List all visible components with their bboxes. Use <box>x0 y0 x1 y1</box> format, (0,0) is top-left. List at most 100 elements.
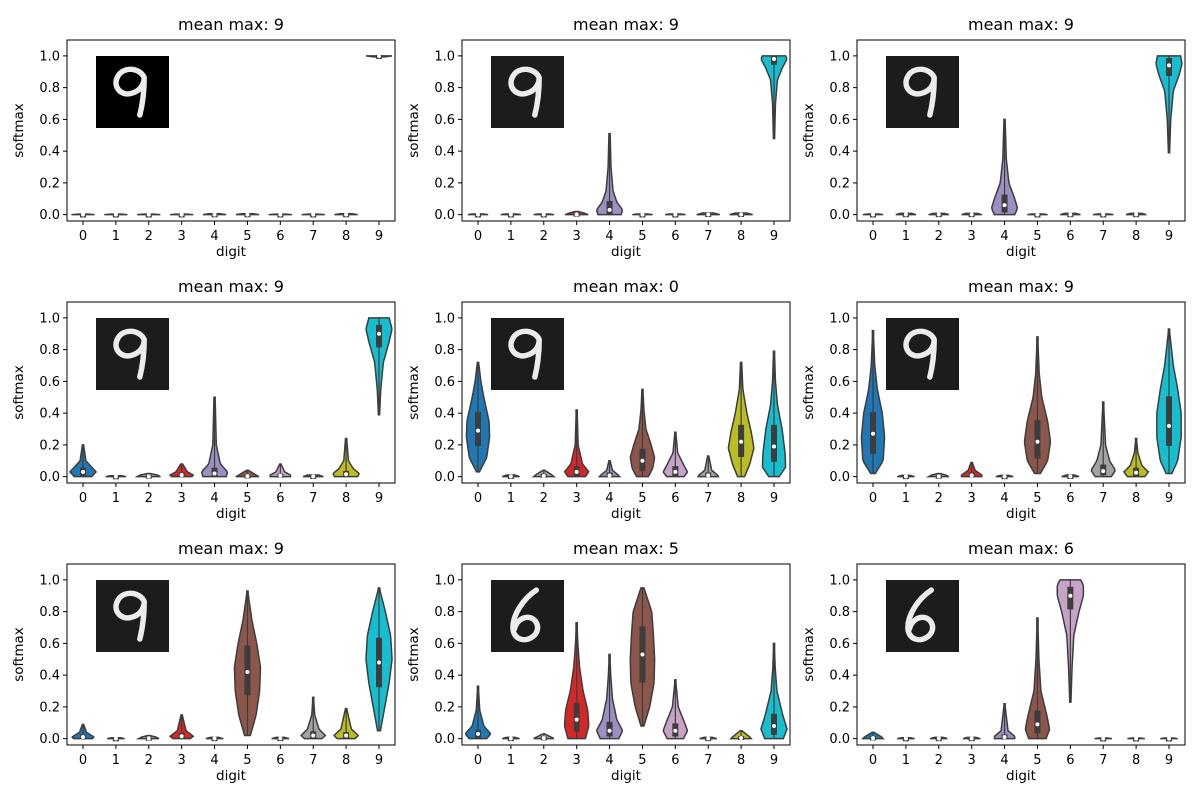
y-tick-label: 0.2 <box>39 176 60 191</box>
violin-median-marker <box>377 54 381 59</box>
violin-median-marker <box>245 669 250 674</box>
violin-median-marker <box>1002 474 1007 479</box>
y-tick-label: 0.2 <box>434 176 455 191</box>
violin-median-marker <box>278 473 283 478</box>
violin-median-marker <box>640 458 645 463</box>
x-tick-label: 9 <box>770 229 778 244</box>
panel-title: mean max: 9 <box>573 15 679 34</box>
x-tick-label: 6 <box>671 229 679 244</box>
violin-digit-8 <box>1127 736 1145 742</box>
violin-digit-3 <box>564 210 589 217</box>
x-tick-label: 7 <box>704 491 712 506</box>
x-tick-label: 4 <box>605 491 613 506</box>
violin-digit-8 <box>727 361 755 478</box>
y-tick-label: 0.0 <box>39 470 60 485</box>
violin-digit-4 <box>990 118 1019 216</box>
y-tick-label: 0.2 <box>829 700 850 715</box>
violin-median-marker <box>508 736 513 741</box>
y-tick-label: 0.8 <box>39 605 60 620</box>
violin-median-marker <box>969 212 974 217</box>
violin-median-marker <box>1101 736 1106 741</box>
violin-digit-5 <box>233 590 262 737</box>
y-tick-label: 0.6 <box>829 637 850 652</box>
x-tick-label: 6 <box>1066 491 1074 506</box>
panel-8: 0.0 0.2 0.4 0.6 0.8 1.0 0 1 2 3 4 5 6 7 8 9 mean max: 6 d… <box>801 539 1186 784</box>
violin-median-marker <box>476 212 480 217</box>
violin-digit-7 <box>699 736 718 742</box>
x-tick-label: 3 <box>178 491 186 506</box>
y-tick-label: 0.4 <box>39 669 60 684</box>
plot-frame <box>66 301 396 484</box>
violin-median-marker <box>344 733 349 738</box>
panel-title: mean max: 9 <box>178 15 284 34</box>
x-tick-label: 2 <box>540 491 548 506</box>
violin-digit-1 <box>501 736 520 742</box>
y-tick-label: 0.8 <box>434 343 455 358</box>
violin-digit-3 <box>960 461 983 478</box>
violin-median-marker <box>936 474 941 479</box>
violin-digit-5 <box>235 212 260 218</box>
x-tick-label: 2 <box>935 229 943 244</box>
panel-title: mean max: 0 <box>573 277 679 296</box>
violin-digit-3 <box>168 714 195 740</box>
violin-median-marker <box>212 736 217 741</box>
violin-median-marker <box>574 717 579 722</box>
violin-median-marker <box>1134 470 1139 475</box>
panel-0: 0.0 0.2 0.4 0.6 0.8 1.0 0 1 2 3 4 5 6 7 8 9 mean max: 9 d… <box>11 15 396 260</box>
x-tick-label: 1 <box>507 491 515 506</box>
violin-median-marker <box>871 212 875 217</box>
violin-median-marker <box>871 431 875 436</box>
violin-digit-4 <box>595 653 624 740</box>
x-tick-label: 4 <box>1000 753 1008 768</box>
violin-digit-8 <box>729 729 753 741</box>
violin-median-marker <box>936 736 941 741</box>
y-axis-label: softmax <box>406 103 422 158</box>
violin-digit-2 <box>925 472 950 479</box>
x-tick-label: 5 <box>638 491 646 506</box>
x-tick-label: 8 <box>1132 491 1140 506</box>
x-tick-label: 9 <box>1165 753 1173 768</box>
x-tick-label: 6 <box>1066 753 1074 768</box>
violin-digit-8 <box>334 212 358 218</box>
violin-digit-6 <box>1059 212 1081 218</box>
panel-title: mean max: 6 <box>968 539 1074 558</box>
violin-median-marker <box>508 212 513 217</box>
violin-median-marker <box>640 212 645 217</box>
violin-median-marker <box>81 469 85 474</box>
violin-digit-9 <box>761 350 787 478</box>
x-tick-label: 9 <box>375 229 383 244</box>
x-tick-label: 8 <box>1132 753 1140 768</box>
violin-digit-5 <box>1027 212 1048 218</box>
violin-digit-2 <box>135 734 160 741</box>
panel-6: 0.0 0.2 0.4 0.6 0.8 1.0 0 1 2 3 4 5 6 7 8 9 mean max: 9 d… <box>11 539 396 784</box>
y-tick-label: 0.0 <box>39 208 60 223</box>
x-axis-label: digit <box>611 768 641 784</box>
violin-median-marker <box>476 428 480 433</box>
x-tick-label: 1 <box>112 491 120 506</box>
violin-digit-0 <box>464 685 492 740</box>
violin-median-marker <box>673 212 678 217</box>
violin-digit-7 <box>300 696 327 740</box>
violin-digit-9 <box>760 642 788 740</box>
violin-median-marker <box>146 212 151 217</box>
violin-digit-7 <box>302 474 324 480</box>
violin-median-marker <box>1035 439 1040 444</box>
y-tick-label: 1.0 <box>829 49 850 64</box>
violin-digit-6 <box>1056 579 1085 703</box>
digit-inset-image <box>886 580 959 652</box>
y-tick-label: 1.0 <box>39 311 60 326</box>
panel-2: 0.0 0.2 0.4 0.6 0.8 1.0 0 1 2 3 4 5 6 7 8 9 mean max: 9 d… <box>801 15 1186 260</box>
violin-median-marker <box>969 473 974 478</box>
violin-digit-9 <box>1156 328 1182 475</box>
x-tick-label: 9 <box>1165 491 1173 506</box>
panel-title: mean max: 9 <box>968 15 1074 34</box>
violin-digit-2 <box>134 472 161 479</box>
x-tick-label: 5 <box>243 491 251 506</box>
x-tick-label: 6 <box>671 491 679 506</box>
violin-digit-1 <box>500 212 522 218</box>
violin-digit-7 <box>301 212 325 218</box>
x-tick-label: 7 <box>1099 753 1107 768</box>
digit-inset-image <box>491 580 564 652</box>
x-tick-label: 9 <box>770 491 778 506</box>
